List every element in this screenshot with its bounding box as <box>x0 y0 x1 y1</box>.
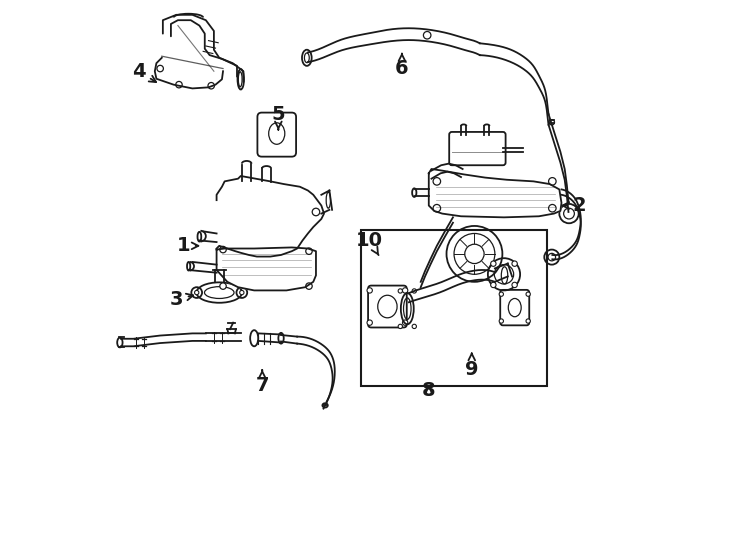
Text: 4: 4 <box>132 62 156 82</box>
Circle shape <box>208 83 214 89</box>
Text: 6: 6 <box>395 53 409 78</box>
Circle shape <box>499 292 504 296</box>
Circle shape <box>549 119 554 125</box>
Circle shape <box>306 248 312 254</box>
Circle shape <box>490 282 496 288</box>
Circle shape <box>367 288 372 293</box>
Circle shape <box>548 178 556 185</box>
Text: 10: 10 <box>356 231 383 255</box>
Circle shape <box>526 292 531 296</box>
Circle shape <box>195 291 199 295</box>
Text: 5: 5 <box>272 105 286 130</box>
Circle shape <box>398 289 402 293</box>
Circle shape <box>490 261 496 266</box>
Circle shape <box>512 261 517 266</box>
Bar <box>360 230 547 386</box>
Circle shape <box>548 205 556 212</box>
Text: 1: 1 <box>176 237 198 255</box>
Text: 7: 7 <box>255 370 269 395</box>
Circle shape <box>412 324 416 328</box>
Polygon shape <box>429 169 562 218</box>
Circle shape <box>499 319 504 323</box>
Circle shape <box>306 283 312 289</box>
Text: 3: 3 <box>170 290 193 309</box>
Circle shape <box>175 82 182 88</box>
Text: 2: 2 <box>562 196 586 215</box>
Text: 8: 8 <box>422 381 435 400</box>
Circle shape <box>312 208 320 216</box>
Circle shape <box>157 65 164 72</box>
Polygon shape <box>217 247 316 291</box>
Circle shape <box>219 246 226 253</box>
Circle shape <box>402 288 408 293</box>
Circle shape <box>412 289 416 293</box>
Circle shape <box>526 319 531 323</box>
Circle shape <box>433 205 440 212</box>
Polygon shape <box>217 176 324 256</box>
Circle shape <box>512 282 517 288</box>
Circle shape <box>433 178 440 185</box>
Circle shape <box>367 320 372 325</box>
Circle shape <box>240 291 244 295</box>
Text: 9: 9 <box>465 354 479 379</box>
Circle shape <box>402 320 408 325</box>
Circle shape <box>398 324 402 328</box>
Circle shape <box>219 283 226 289</box>
Circle shape <box>424 31 431 39</box>
